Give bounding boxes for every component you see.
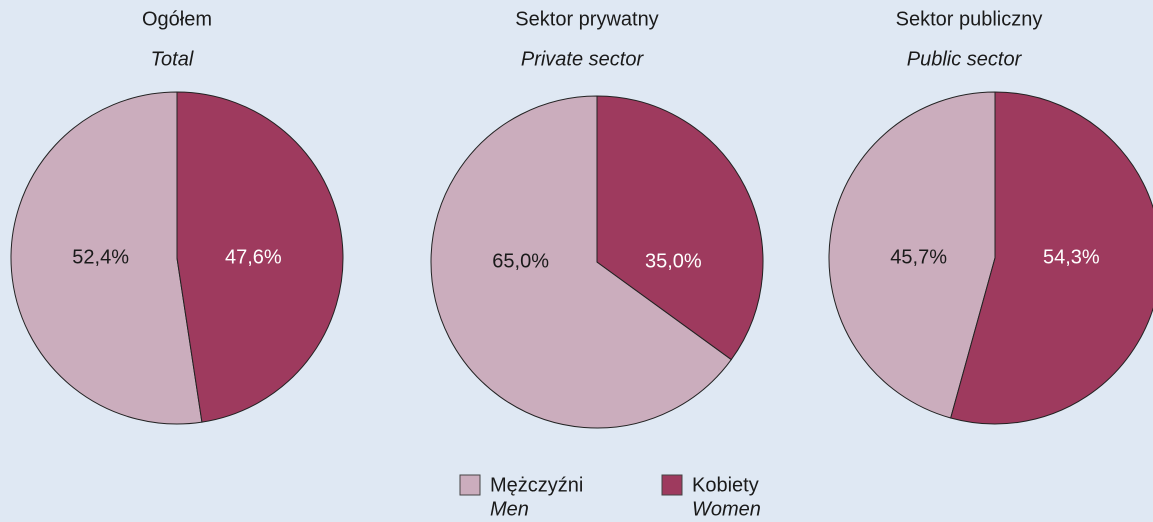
value-label: 45,7% [890, 246, 947, 268]
pie-slice [596, 95, 764, 361]
pie-slice [10, 91, 203, 425]
pie-subtitle: Public sector [907, 48, 1023, 70]
pie-slice [176, 91, 344, 423]
legend-label: Mężczyźni [490, 474, 583, 496]
value-label: 54,3% [1043, 246, 1100, 268]
pie-title: Sektor prywatny [515, 8, 658, 30]
pie-slice [828, 91, 996, 419]
pie-title: Sektor publiczny [896, 8, 1043, 30]
value-label: 47,6% [225, 246, 282, 268]
pie-subtitle: Total [151, 48, 194, 70]
value-label: 52,4% [72, 246, 129, 268]
legend-swatch [661, 474, 683, 496]
pie-slice [950, 91, 1153, 425]
pie-subtitle: Private sector [521, 48, 645, 70]
legend-swatch [459, 474, 481, 496]
value-label: 35,0% [645, 250, 702, 272]
legend-label-en: Women [692, 498, 761, 520]
legend-label: Kobiety [692, 474, 759, 496]
legend-label-en: Men [490, 498, 529, 520]
pie-title: Ogółem [142, 8, 212, 30]
pie-slice [430, 95, 732, 429]
value-label: 65,0% [492, 250, 549, 272]
